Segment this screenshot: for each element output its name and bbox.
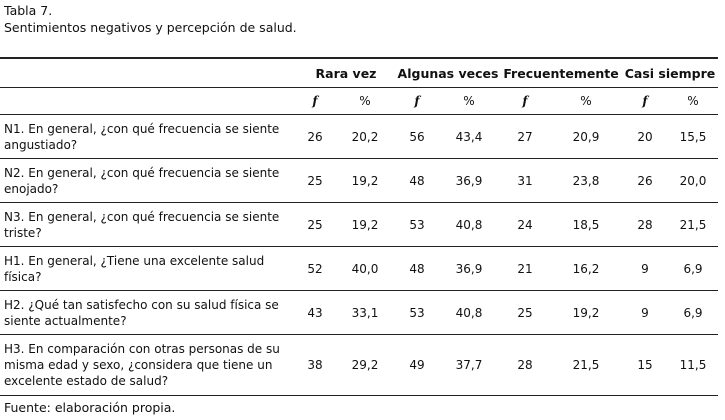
frequency-cell: 21 — [517, 261, 533, 276]
frequency-cell: 24 — [517, 217, 533, 232]
subheader: % — [580, 94, 592, 108]
percent-cell: 23,8 — [572, 173, 600, 188]
percent-cell: 18,5 — [572, 217, 600, 232]
frequency-cell: 15 — [637, 358, 653, 372]
subheader: % — [463, 94, 475, 108]
subheader: % — [687, 94, 699, 108]
group-header: Casi siempre — [624, 65, 716, 81]
frequency-cell: 28 — [637, 217, 653, 232]
percent-cell: 40,8 — [455, 217, 483, 232]
table-row: N2. En general, ¿con qué frecuencia se s… — [0, 159, 718, 203]
subheader: f — [522, 94, 528, 108]
table-title: Sentimientos negativos y percepción de s… — [4, 20, 297, 35]
frequency-cell: 26 — [637, 173, 653, 188]
frequency-cell: 25 — [517, 305, 533, 320]
percent-cell: 40,8 — [455, 305, 483, 320]
frequency-cell: 43 — [307, 305, 323, 320]
percent-cell: 19,2 — [351, 217, 379, 232]
frequency-cell: 31 — [517, 173, 533, 188]
table-row: H3. En comparación con otras personas de… — [0, 335, 718, 396]
subheader: f — [642, 94, 648, 108]
frequency-cell: 53 — [409, 217, 425, 232]
percent-cell: 6,9 — [683, 261, 703, 276]
frequency-cell: 53 — [409, 305, 425, 320]
frequency-cell: 56 — [409, 129, 425, 144]
table-row: N3. En general, ¿con qué frecuencia se s… — [0, 203, 718, 247]
group-header: Algunas veces — [397, 65, 499, 81]
data-table: Rara vez Algunas veces Frecuentemente Ca… — [0, 57, 718, 396]
frequency-cell: 26 — [307, 129, 323, 144]
percent-cell: 36,9 — [455, 173, 483, 188]
frequency-cell: 38 — [307, 358, 323, 372]
frequency-cell: 28 — [517, 358, 533, 372]
frequency-cell: 49 — [409, 358, 425, 372]
table-row: H1. En general, ¿Tiene una excelente sal… — [0, 247, 718, 291]
percent-cell: 6,9 — [683, 305, 703, 320]
percent-cell: 20,2 — [351, 129, 379, 144]
percent-cell: 20,9 — [572, 129, 600, 144]
percent-cell: 19,2 — [351, 173, 379, 188]
percent-cell: 37,7 — [455, 358, 483, 372]
question-cell: H1. En general, ¿Tiene una excelente sal… — [4, 253, 265, 284]
frequency-cell: 52 — [307, 261, 323, 276]
group-header-row: Rara vez Algunas veces Frecuentemente Ca… — [0, 58, 718, 88]
source-note: Fuente: elaboración propia. — [4, 400, 176, 415]
frequency-cell: 9 — [641, 261, 649, 276]
subheader-row: f % f % f % f % — [0, 88, 718, 115]
table-row: H2. ¿Qué tan satisfecho con su salud fís… — [0, 291, 718, 335]
percent-cell: 21,5 — [572, 358, 600, 372]
percent-cell: 16,2 — [572, 261, 600, 276]
percent-cell: 33,1 — [351, 305, 379, 320]
percent-cell: 11,5 — [679, 358, 707, 372]
percent-cell: 36,9 — [455, 261, 483, 276]
group-header: Frecuentemente — [503, 65, 619, 81]
subheader: f — [414, 94, 420, 108]
frequency-cell: 25 — [307, 173, 323, 188]
frequency-cell: 27 — [517, 129, 533, 144]
percent-cell: 20,0 — [679, 173, 707, 188]
frequency-cell: 48 — [409, 173, 425, 188]
frequency-cell: 25 — [307, 217, 323, 232]
question-cell: H3. En comparación con otras personas de… — [4, 342, 280, 388]
subheader: % — [359, 94, 371, 108]
percent-cell: 15,5 — [679, 129, 707, 144]
group-header: Rara vez — [315, 65, 377, 81]
table-number: Tabla 7. — [4, 3, 53, 18]
frequency-cell: 9 — [641, 305, 649, 320]
frequency-cell: 48 — [409, 261, 425, 276]
percent-cell: 21,5 — [679, 217, 707, 232]
table-row: N1. En general, ¿con qué frecuencia se s… — [0, 115, 718, 159]
question-cell: N1. En general, ¿con qué frecuencia se s… — [4, 121, 280, 152]
percent-cell: 43,4 — [455, 129, 483, 144]
table-caption: Tabla 7. Sentimientos negativos y percep… — [4, 2, 297, 36]
percent-cell: 29,2 — [351, 358, 379, 372]
percent-cell: 19,2 — [572, 305, 600, 320]
frequency-cell: 20 — [637, 129, 653, 144]
question-cell: H2. ¿Qué tan satisfecho con su salud fís… — [4, 297, 279, 328]
percent-cell: 40,0 — [351, 261, 379, 276]
question-cell: N3. En general, ¿con qué frecuencia se s… — [4, 209, 280, 240]
subheader: f — [312, 94, 318, 108]
question-cell: N2. En general, ¿con qué frecuencia se s… — [4, 165, 280, 196]
